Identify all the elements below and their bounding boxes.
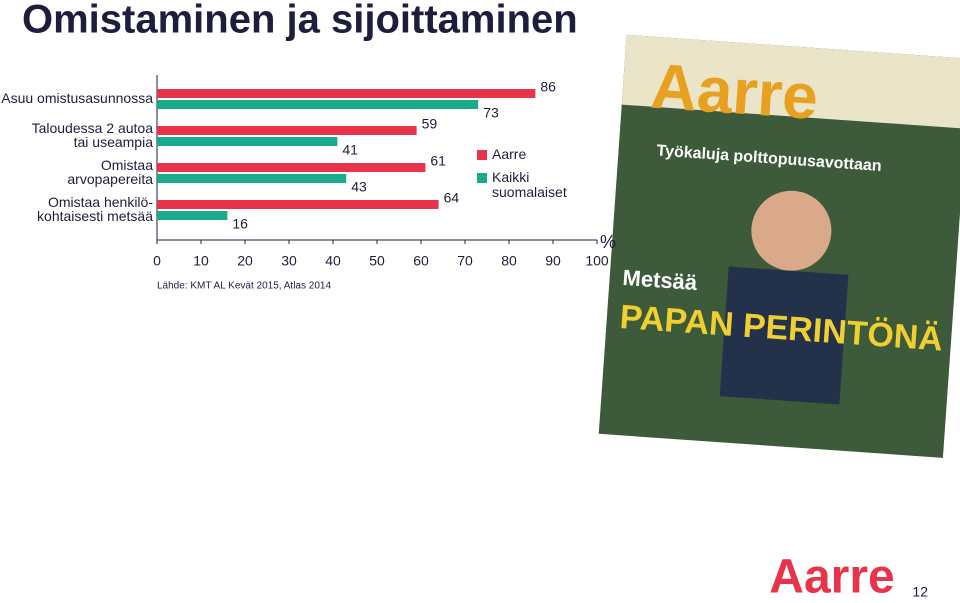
legend-label: Kaikki suomalaiset bbox=[492, 169, 567, 200]
cover-headline-small: Metsää bbox=[622, 265, 699, 295]
value-label: 86 bbox=[540, 79, 556, 95]
x-tick-label: 0 bbox=[153, 253, 161, 269]
x-tick-label: 90 bbox=[545, 253, 561, 269]
magazine-cover: Aarre Työkaluja polttopuusavottaan Metsä… bbox=[598, 34, 960, 458]
cover-jacket bbox=[719, 266, 849, 405]
value-label: 41 bbox=[342, 142, 358, 158]
bar bbox=[157, 100, 479, 109]
x-tick-label: 70 bbox=[457, 253, 473, 269]
x-tick-label: 80 bbox=[501, 253, 517, 269]
category-label: Omistaa henkilö- kohtaisesti metsää bbox=[37, 194, 153, 224]
value-label: 61 bbox=[430, 153, 446, 169]
x-tick-label: 60 bbox=[413, 253, 429, 269]
cover-top bbox=[621, 34, 960, 129]
x-tick-label: 100 bbox=[585, 253, 609, 269]
bar bbox=[157, 211, 228, 220]
value-label: 73 bbox=[483, 105, 499, 121]
value-label: 43 bbox=[351, 179, 367, 195]
value-label: 59 bbox=[422, 116, 438, 132]
unit: % bbox=[600, 232, 616, 252]
x-tick-label: 20 bbox=[237, 253, 253, 269]
value-label: 16 bbox=[232, 216, 248, 232]
x-tick-label: 10 bbox=[193, 253, 209, 269]
category-label: Taloudessa 2 autoa tai useampia bbox=[31, 120, 153, 150]
value-label: 64 bbox=[444, 190, 460, 206]
logo: Aarre bbox=[769, 551, 894, 603]
legend-label: Aarre bbox=[492, 146, 527, 162]
bar bbox=[157, 174, 347, 183]
bar bbox=[157, 163, 426, 172]
x-tick-label: 50 bbox=[369, 253, 385, 269]
x-tick-label: 30 bbox=[281, 253, 297, 269]
bar bbox=[157, 200, 439, 209]
bar bbox=[157, 89, 536, 98]
x-tick-label: 40 bbox=[325, 253, 341, 269]
legend-swatch bbox=[477, 173, 487, 183]
title: Omistaminen ja sijoittaminen bbox=[22, 0, 578, 42]
category-label: Omistaa arvopapereita bbox=[67, 157, 153, 187]
cover-face bbox=[751, 190, 832, 271]
category-label: Asuu omistusasunnossa bbox=[1, 90, 153, 106]
cover-masthead: Aarre bbox=[649, 50, 821, 133]
bar bbox=[157, 137, 338, 146]
page-number: 12 bbox=[912, 584, 928, 600]
source: Lähde: KMT AL Kevät 2015, Atlas 2014 bbox=[157, 281, 331, 292]
bar bbox=[157, 126, 417, 135]
legend-swatch bbox=[477, 150, 487, 160]
